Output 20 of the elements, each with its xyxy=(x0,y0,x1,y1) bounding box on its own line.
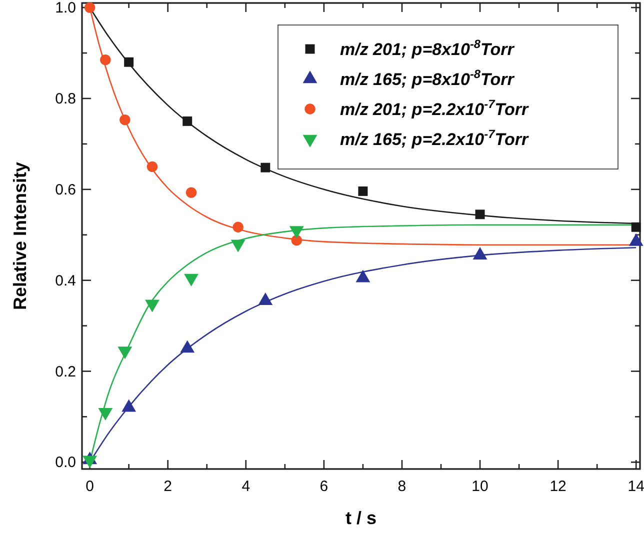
y-tick-label: 0.4 xyxy=(55,272,76,290)
legend-label: m/z 165; p=8x10$^{-8}$Torr xyxy=(340,67,516,89)
x-tick-label: 2 xyxy=(164,478,172,495)
x-axis-title: t / s xyxy=(345,508,377,528)
x-tick-label: 0 xyxy=(86,478,94,495)
y-tick-label: 1.0 xyxy=(55,0,76,17)
x-tick-label: 10 xyxy=(472,478,488,495)
x-tick-label: 12 xyxy=(550,478,566,495)
y-tick-label: 0.6 xyxy=(55,181,76,198)
legend-label: m/z 165; p=2.2x10$^{-7}$Torr xyxy=(340,127,530,149)
x-tick-label: 14 xyxy=(628,478,644,495)
y-axis-title: Relative Intensity xyxy=(10,162,30,310)
legend-label: m/z 201; p=8x10$^{-8}$Torr xyxy=(340,37,516,59)
x-tick-label: 4 xyxy=(242,478,250,495)
y-tick-label: 0.0 xyxy=(55,454,76,472)
y-tick-label: 0.8 xyxy=(55,90,76,108)
x-tick-label: 6 xyxy=(320,478,328,495)
y-tick-label: 0.2 xyxy=(55,363,76,380)
x-tick-label: 8 xyxy=(398,478,406,495)
legend-label: m/z 201; p=2.2x10$^{-7}$Torr xyxy=(340,97,530,119)
